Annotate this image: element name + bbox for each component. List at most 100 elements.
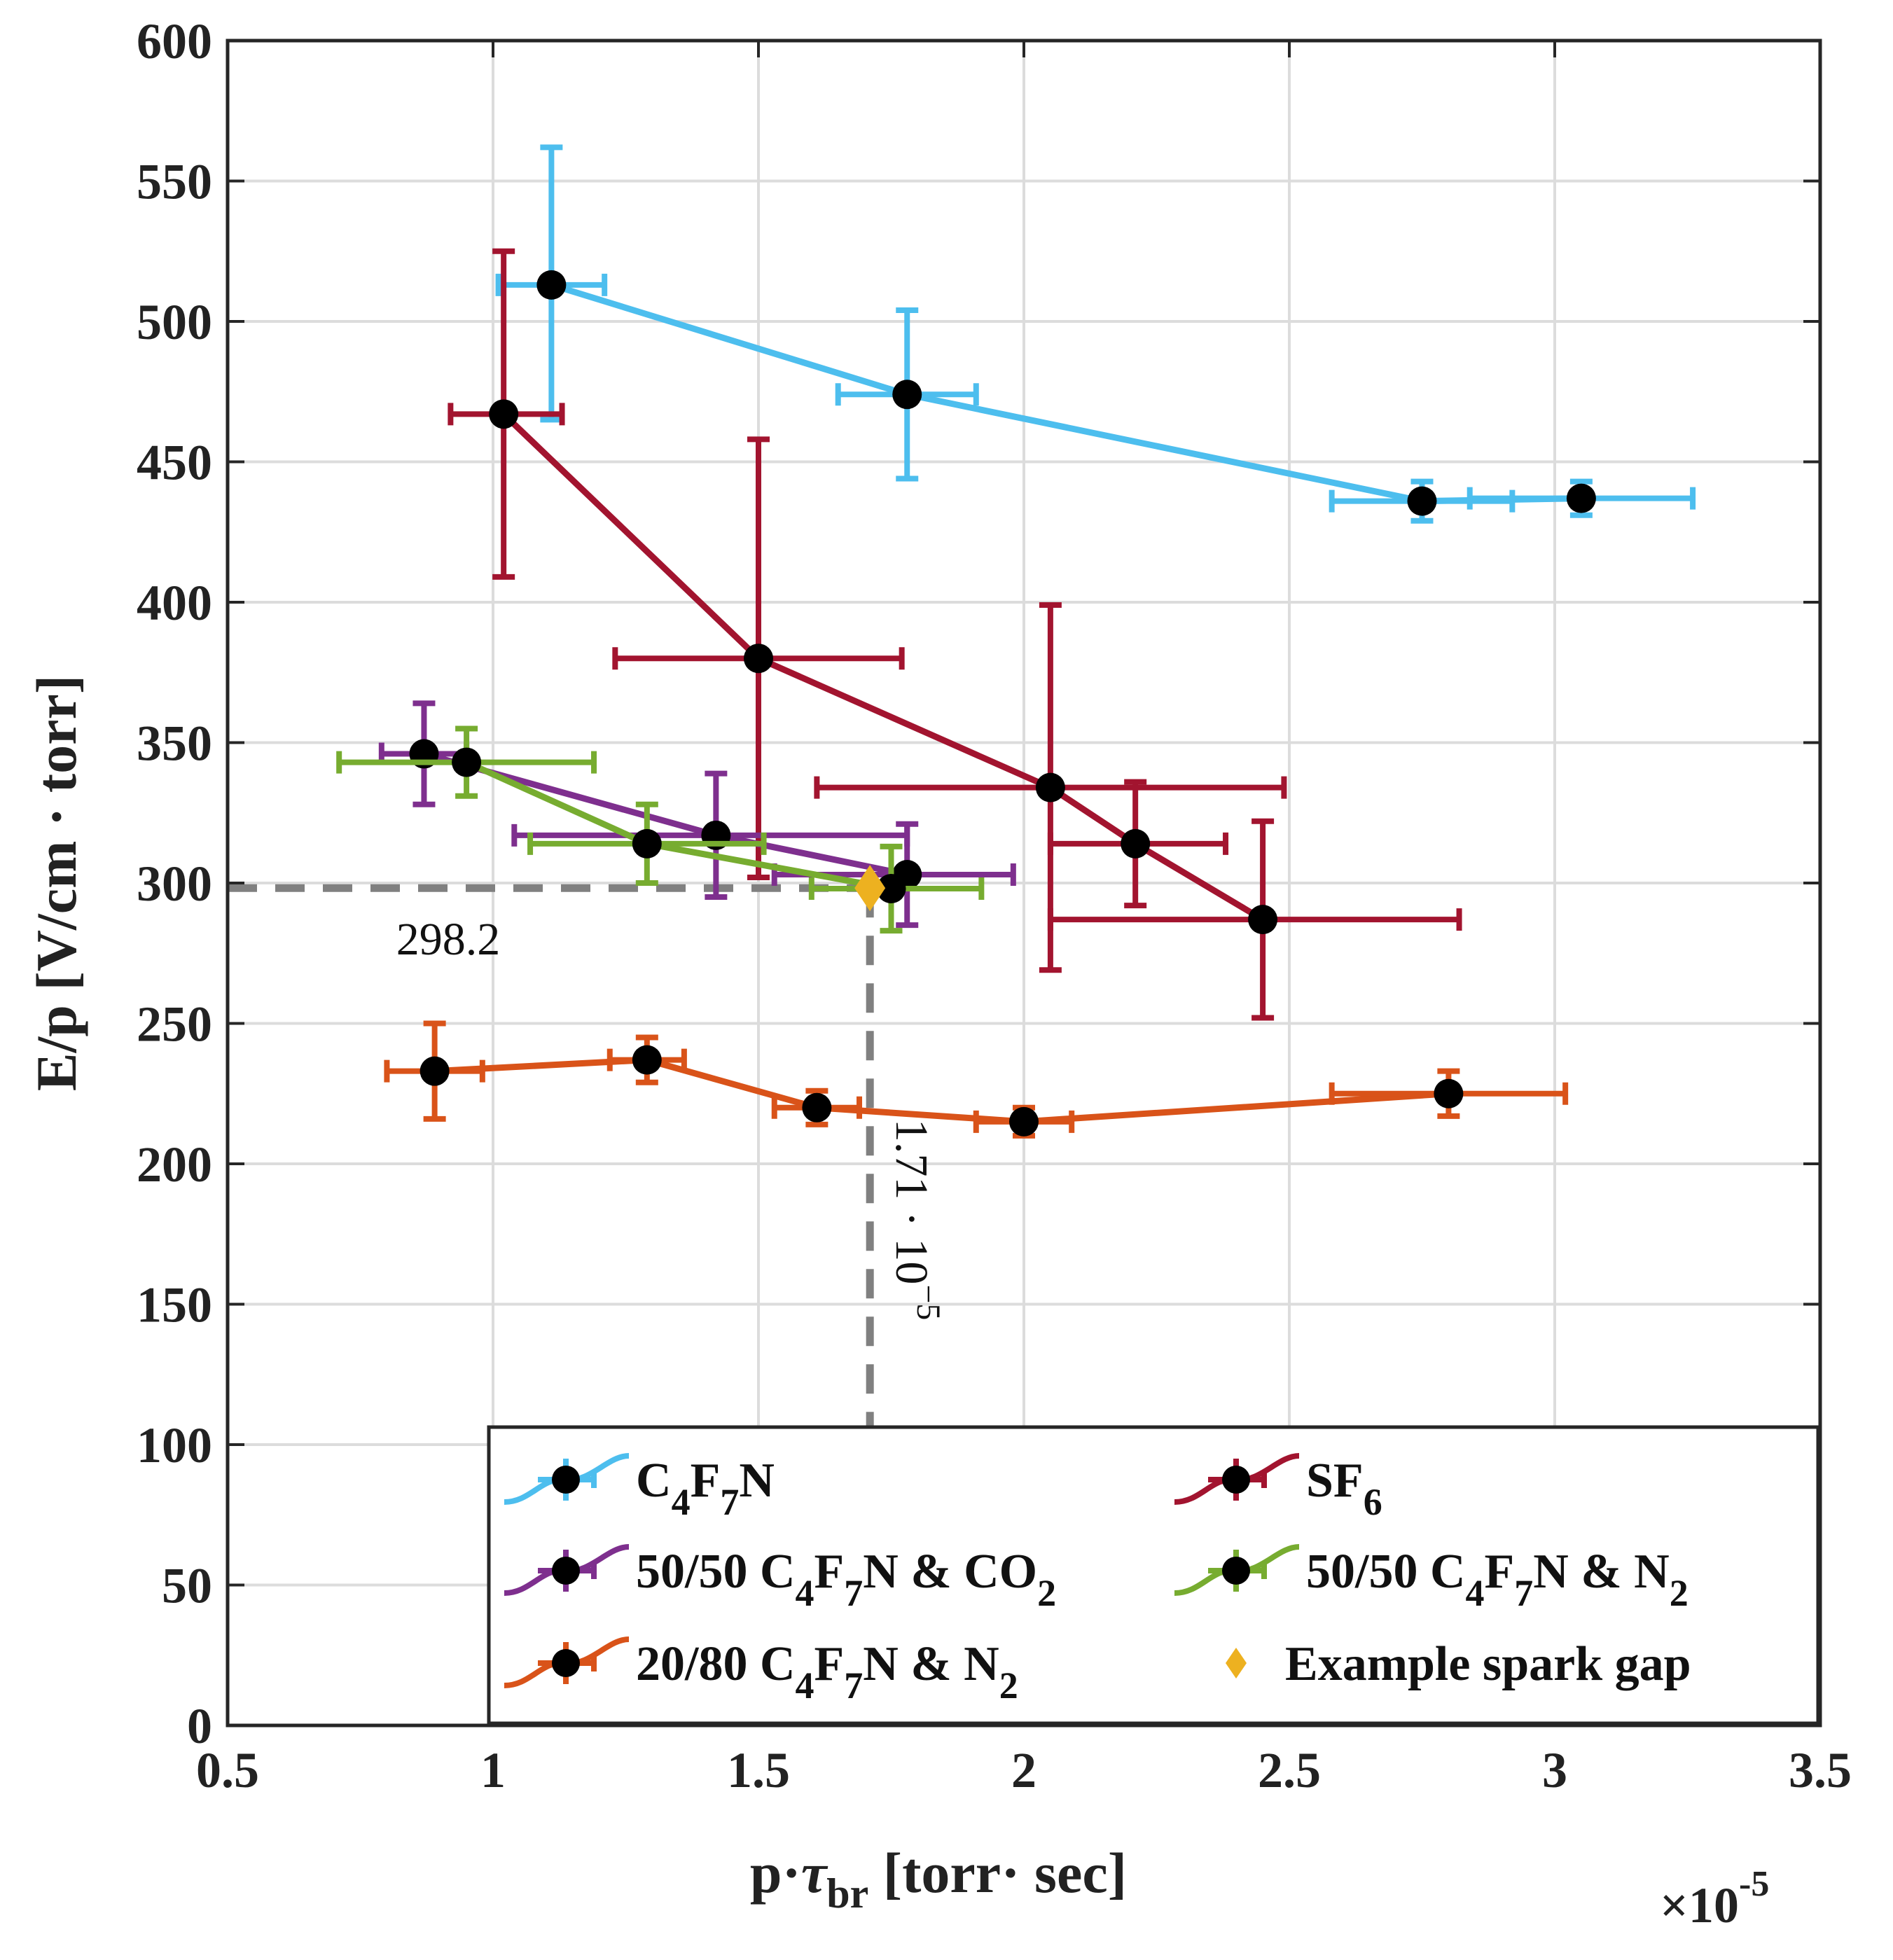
data-point xyxy=(1121,828,1151,859)
legend-label-text: 50/50 C xyxy=(636,1545,796,1599)
x-axis-label-tau: τ xyxy=(801,1841,828,1905)
reference-lines xyxy=(228,884,874,1725)
legend-entry: 50/50 C4F7N & N2 xyxy=(1174,1544,1689,1614)
axis-labels: p·τbr [torr· sec] ×10-5 E/p [V/cm · torr… xyxy=(25,675,1769,1933)
x-scale-base: ×10 xyxy=(1660,1877,1739,1933)
data-point xyxy=(1434,1078,1464,1108)
legend-swatch-marker xyxy=(552,1557,580,1585)
x-scale-exponent: -5 xyxy=(1739,1864,1769,1904)
y-axis-label: E/p [V/cm · torr] xyxy=(25,675,88,1091)
series-group xyxy=(378,700,1016,929)
y-tick-label: 550 xyxy=(137,154,212,210)
legend-label-text: C xyxy=(636,1454,672,1508)
legend-label-text: SF xyxy=(1306,1454,1364,1508)
x-value-annotation: 1.71 · 10−5 xyxy=(886,1119,947,1321)
legend-label-text: N & N xyxy=(863,1637,999,1691)
y-tick-label: 150 xyxy=(137,1277,212,1333)
data-point xyxy=(632,828,662,859)
annotations: 298.2 1.71 · 10−5 xyxy=(396,914,947,1320)
legend-label-subscript: 6 xyxy=(1364,1481,1382,1523)
legend-label-text: N & N xyxy=(1533,1545,1669,1599)
legend-label-subscript: 7 xyxy=(844,1664,863,1707)
legend-box xyxy=(487,1425,1820,1725)
legend-swatch-marker xyxy=(1222,1557,1250,1585)
legend-label: 50/50 C4F7N & CO2 xyxy=(636,1545,1056,1614)
legend-entry: Example spark gap xyxy=(1226,1637,1691,1691)
series-group xyxy=(336,725,985,934)
series-group xyxy=(384,1020,1569,1139)
legend-label-subscript: 7 xyxy=(844,1572,863,1614)
x-axis-label: p·τbr [torr· sec] xyxy=(750,1841,1127,1917)
legend-label-text: F xyxy=(1485,1545,1515,1599)
legend-swatch-marker xyxy=(1222,1466,1250,1494)
y-value-annotation: 298.2 xyxy=(396,914,501,965)
legend-entry: 20/80 C4F7N & N2 xyxy=(504,1636,1018,1707)
legend-label-subscript: 4 xyxy=(796,1664,814,1707)
x-tick-label: 1 xyxy=(480,1742,506,1798)
legend-label: Example spark gap xyxy=(1285,1637,1691,1691)
y-tick-label: 300 xyxy=(137,856,212,912)
data-point xyxy=(632,1045,662,1075)
y-tick-label: 100 xyxy=(137,1417,212,1473)
legend-entry: 50/50 C4F7N & CO2 xyxy=(504,1544,1056,1614)
legend-label-text: 50/50 C xyxy=(1306,1545,1466,1599)
legend-label-text: N & CO xyxy=(863,1545,1037,1599)
axis-ticks: 0.5 1 1.5 2 2.5 3 3.5 0 50 100 150 200 250 300 350 400 4… xyxy=(137,13,1852,1798)
legend-label-text: F xyxy=(814,1637,845,1691)
y-tick-label: 200 xyxy=(137,1137,212,1193)
legend-label-text: N xyxy=(739,1454,775,1508)
y-tick-label: 250 xyxy=(137,996,212,1052)
x-tick-label: 1.5 xyxy=(727,1742,790,1798)
y-tick-label: 600 xyxy=(137,13,212,69)
x-tick-label: 0.5 xyxy=(196,1742,259,1798)
x-axis-label-units: [torr· sec] xyxy=(868,1841,1127,1905)
x-scale-label: ×10-5 xyxy=(1660,1864,1769,1933)
data-point xyxy=(744,644,773,674)
legend-label-subscript: 4 xyxy=(1466,1572,1485,1614)
y-tick-label: 500 xyxy=(137,294,212,350)
legend-label-subscript: 2 xyxy=(999,1664,1018,1707)
y-tick-label: 400 xyxy=(137,575,212,631)
data-point xyxy=(1407,486,1437,516)
x-value-annotation-base: 1.71 · 10 xyxy=(886,1119,937,1284)
x-value-annotation-exponent: −5 xyxy=(910,1284,947,1320)
x-axis-label-subscript: br xyxy=(826,1870,868,1917)
legend-label: 50/50 C4F7N & N2 xyxy=(1306,1545,1689,1614)
data-point xyxy=(489,399,519,429)
legend-swatch-diamond xyxy=(1226,1648,1247,1678)
data-point xyxy=(1566,483,1596,513)
data-point xyxy=(1009,1106,1039,1137)
grid xyxy=(228,41,1820,1725)
series-group xyxy=(495,144,1696,524)
legend-label-subscript: 4 xyxy=(796,1572,814,1614)
y-tick-label: 350 xyxy=(137,716,212,772)
y-tick-label: 450 xyxy=(137,435,212,491)
legend-entry: SF6 xyxy=(1174,1453,1382,1523)
legend-label: C4F7N xyxy=(636,1454,775,1523)
y-tick-label: 50 xyxy=(162,1558,212,1614)
x-tick-label: 2.5 xyxy=(1258,1742,1321,1798)
legend-swatch-marker xyxy=(552,1649,580,1677)
legend-label-subscript: 7 xyxy=(1514,1572,1533,1614)
series-group xyxy=(448,248,1462,1021)
legend-label: 20/80 C4F7N & N2 xyxy=(636,1637,1018,1707)
example-spark-gap-marker xyxy=(854,865,886,912)
legend-entry: C4F7N xyxy=(504,1453,775,1523)
legend-label-subscript: 2 xyxy=(1670,1572,1689,1614)
x-axis-label-dot: · xyxy=(782,1841,801,1905)
data-point xyxy=(536,270,567,300)
data-point xyxy=(802,1092,832,1123)
legend-label-text: F xyxy=(814,1545,845,1599)
data-series xyxy=(336,144,1696,1139)
data-point xyxy=(452,747,482,777)
data-point xyxy=(876,874,906,904)
legend-label-subscript: 4 xyxy=(672,1481,691,1523)
x-axis-label-p: p xyxy=(750,1841,782,1905)
data-point xyxy=(1035,772,1065,802)
legend-label-text: 20/80 C xyxy=(636,1637,796,1691)
x-tick-label: 3.5 xyxy=(1789,1742,1852,1798)
y-tick-label: 0 xyxy=(187,1698,212,1754)
legend-swatch-marker xyxy=(552,1466,580,1494)
